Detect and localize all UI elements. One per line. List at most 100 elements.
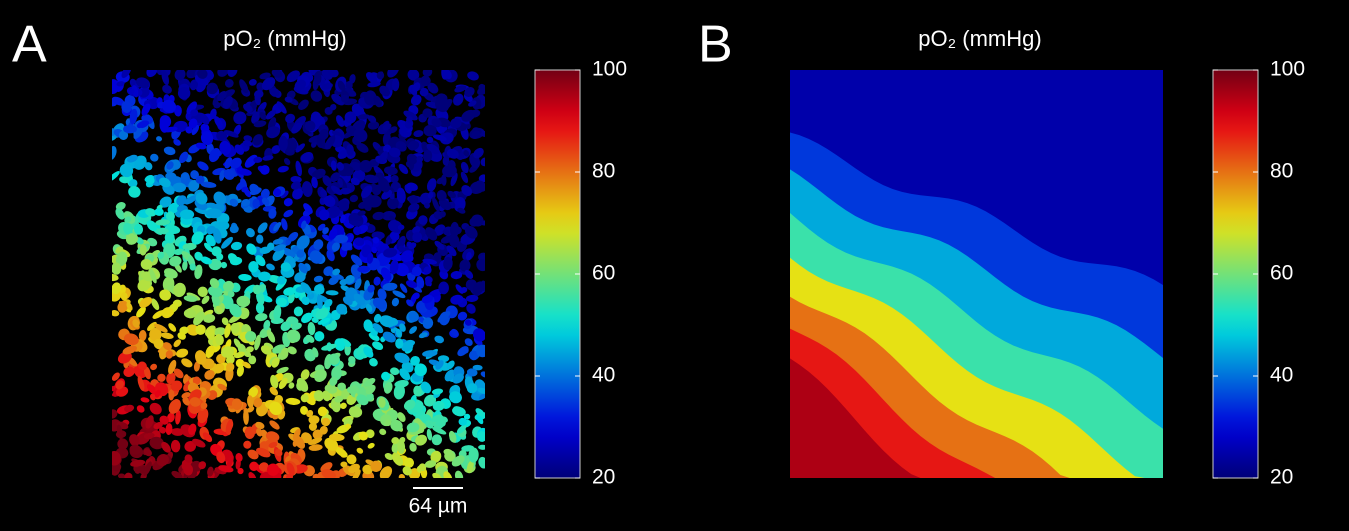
cell — [406, 422, 420, 433]
cell — [363, 377, 376, 387]
cell — [224, 323, 232, 339]
cell — [280, 262, 291, 272]
cell — [136, 120, 150, 129]
cell — [466, 383, 478, 394]
cell — [414, 363, 427, 377]
cell — [161, 441, 171, 453]
cell — [343, 417, 353, 427]
cell — [281, 218, 288, 231]
cell — [235, 453, 243, 462]
cell — [293, 306, 304, 317]
cell — [324, 298, 333, 308]
cell — [295, 143, 305, 153]
cell — [153, 339, 165, 350]
cell — [248, 472, 257, 478]
cell — [200, 131, 214, 146]
cell — [436, 190, 447, 202]
cell — [125, 233, 139, 245]
cell — [459, 259, 471, 272]
cell — [193, 311, 205, 326]
cell — [117, 300, 128, 313]
cell — [259, 72, 271, 80]
cell — [126, 302, 133, 311]
cell — [344, 111, 357, 124]
cell — [373, 313, 382, 323]
cell — [229, 224, 239, 234]
cell — [392, 452, 404, 466]
cell — [214, 221, 230, 232]
cell — [308, 444, 323, 451]
cell — [200, 181, 217, 188]
cell — [123, 124, 137, 134]
cell — [402, 466, 412, 476]
cell — [367, 284, 375, 293]
cell — [320, 189, 328, 198]
cell — [175, 410, 181, 425]
cell — [305, 334, 315, 343]
cell — [134, 467, 141, 474]
cell — [398, 163, 409, 175]
cell — [200, 114, 210, 125]
cell — [418, 332, 428, 339]
cell — [314, 284, 325, 295]
cell — [164, 231, 175, 244]
cell — [322, 175, 332, 187]
cell — [265, 431, 280, 442]
cell — [241, 199, 251, 207]
cell — [274, 448, 283, 457]
cell — [141, 103, 151, 116]
cell — [149, 327, 162, 342]
cell — [121, 70, 132, 79]
cell — [217, 383, 227, 391]
cell — [170, 439, 181, 453]
cell — [448, 159, 456, 170]
cell — [313, 390, 324, 402]
cell — [408, 311, 419, 322]
cell — [354, 237, 365, 246]
cell — [163, 126, 178, 133]
cell — [298, 262, 308, 274]
cell — [253, 120, 267, 128]
cell — [182, 260, 188, 271]
cell — [342, 296, 353, 306]
cell — [403, 110, 418, 121]
cell — [203, 314, 216, 323]
cell — [321, 82, 333, 90]
cell — [357, 114, 370, 120]
cell — [216, 253, 224, 261]
cell — [296, 249, 305, 258]
cell — [274, 394, 284, 404]
cell — [398, 436, 406, 444]
cell — [128, 185, 141, 198]
cell — [130, 459, 146, 467]
cell — [345, 423, 352, 429]
cell — [246, 243, 257, 255]
cell — [184, 441, 197, 452]
cell — [153, 422, 163, 430]
cell — [466, 303, 476, 314]
cell — [421, 295, 434, 304]
cell — [306, 409, 314, 418]
cell — [192, 376, 201, 385]
cell — [432, 400, 445, 411]
cell — [226, 455, 234, 469]
cell — [337, 199, 350, 212]
cell — [397, 412, 406, 422]
cell — [449, 234, 460, 248]
cell — [353, 293, 366, 306]
cell — [224, 79, 234, 88]
cell — [352, 469, 361, 478]
cell — [330, 185, 343, 196]
cell — [403, 457, 415, 468]
cell — [247, 406, 255, 413]
cell — [164, 268, 178, 279]
cell — [337, 382, 347, 391]
cell — [442, 156, 450, 166]
cell — [353, 226, 362, 236]
cell — [248, 79, 257, 86]
cell — [271, 357, 280, 368]
cell — [276, 297, 287, 307]
cell — [346, 144, 354, 157]
cell — [218, 465, 234, 473]
